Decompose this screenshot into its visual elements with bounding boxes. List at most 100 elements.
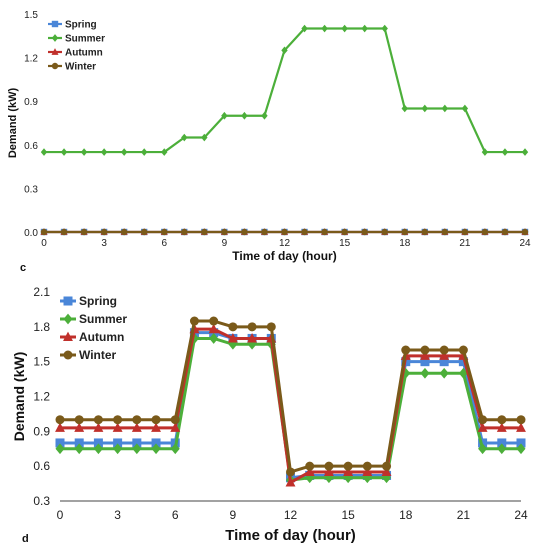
- data-point: [170, 443, 180, 455]
- series-winter: [40, 228, 529, 236]
- x-tick-label: 0: [41, 238, 47, 249]
- data-point: [74, 422, 85, 432]
- y-axis-title: Demand (kW): [7, 88, 19, 159]
- x-tick-label: 24: [514, 508, 528, 522]
- x-tick-label: 6: [172, 508, 179, 522]
- x-tick-label: 18: [399, 238, 411, 249]
- data-point: [170, 422, 181, 432]
- panel-label-d: d: [22, 533, 29, 545]
- data-point: [501, 148, 509, 156]
- data-point: [227, 333, 238, 343]
- chart-panel-top: 0.0 0.3 0.6 0.9 1.2 1.5 0 3 6 9 12 15 18 21 24 Time of …: [7, 10, 531, 263]
- data-point: [55, 415, 65, 425]
- data-point: [93, 443, 103, 455]
- data-point: [343, 472, 353, 484]
- data-point: [497, 438, 507, 448]
- legend-label: Summer: [65, 34, 105, 45]
- chart-panel-bottom: 0.3 0.6 0.9 1.2 1.5 1.8 2.1 0 3 6 9 12 15 18 21 24 Time …: [11, 285, 528, 544]
- data-point: [151, 415, 161, 425]
- data-point: [181, 228, 188, 236]
- y-tick-label: 0.6: [24, 141, 38, 152]
- x-tick-label: 21: [457, 508, 471, 522]
- data-point: [141, 148, 148, 156]
- y-tick-label: 0.9: [33, 424, 50, 438]
- series-summer: [40, 24, 529, 156]
- data-point: [420, 345, 430, 355]
- data-point: [441, 104, 449, 113]
- data-point: [266, 322, 276, 332]
- legend-label: Summer: [79, 312, 127, 326]
- x-tick-label: 9: [222, 238, 228, 249]
- x-tick-label: 6: [161, 238, 167, 249]
- data-point: [401, 104, 408, 113]
- data-point: [382, 461, 392, 471]
- data-point: [321, 228, 328, 236]
- data-point: [441, 228, 449, 236]
- data-point: [80, 228, 88, 236]
- data-point: [112, 422, 123, 432]
- y-tick-label: 0.9: [24, 97, 38, 108]
- data-point: [323, 466, 334, 477]
- data-point: [458, 367, 468, 379]
- data-point: [305, 461, 315, 471]
- data-point: [80, 148, 88, 156]
- data-point: [305, 472, 315, 484]
- data-point: [285, 477, 296, 487]
- legend-marker: [63, 296, 73, 306]
- data-point: [113, 443, 123, 455]
- data-point: [60, 148, 68, 156]
- data-point: [521, 228, 529, 236]
- data-point: [439, 345, 449, 355]
- y-tick-label: 0.3: [24, 184, 38, 195]
- data-point: [161, 228, 168, 236]
- data-point: [343, 461, 353, 471]
- data-point: [401, 345, 411, 355]
- data-point: [181, 133, 188, 142]
- series-line-autumn: [60, 327, 521, 484]
- y-tick-label: 1.8: [33, 320, 50, 334]
- x-tick-label: 3: [114, 508, 121, 522]
- data-point: [362, 472, 372, 484]
- data-point: [516, 443, 526, 455]
- data-point: [261, 111, 268, 120]
- data-point: [131, 422, 142, 432]
- legend-marker: [63, 331, 73, 342]
- data-point: [100, 228, 108, 236]
- data-point: [304, 466, 315, 477]
- data-point: [461, 228, 469, 236]
- data-point: [497, 415, 507, 425]
- data-point: [55, 443, 65, 455]
- data-point: [439, 357, 449, 367]
- x-tick-label: 21: [459, 238, 471, 249]
- data-point: [132, 415, 142, 425]
- data-point: [496, 422, 507, 432]
- data-point: [151, 422, 161, 432]
- data-point: [151, 443, 161, 455]
- data-point: [439, 367, 449, 379]
- data-point: [247, 333, 258, 343]
- data-point: [324, 472, 334, 484]
- data-point: [241, 228, 248, 236]
- y-tick-label: 1.5: [24, 10, 38, 21]
- data-point: [420, 357, 430, 367]
- data-point: [361, 24, 368, 33]
- data-point: [100, 148, 108, 156]
- data-point: [381, 466, 392, 477]
- data-point: [401, 228, 408, 236]
- data-point: [60, 228, 68, 236]
- data-point: [401, 367, 411, 379]
- legend-label: Spring: [79, 294, 117, 308]
- data-point: [209, 316, 219, 326]
- data-point: [74, 438, 84, 448]
- data-point: [516, 422, 526, 432]
- data-point: [161, 148, 168, 156]
- data-point: [228, 322, 238, 332]
- data-point: [478, 443, 488, 455]
- data-point: [501, 228, 509, 236]
- data-point: [221, 111, 228, 120]
- x-tick-label: 15: [341, 508, 355, 522]
- y-tick-label: 0.0: [24, 228, 38, 239]
- data-point: [93, 415, 103, 425]
- legend-label: Autumn: [65, 48, 103, 59]
- data-point: [201, 133, 208, 142]
